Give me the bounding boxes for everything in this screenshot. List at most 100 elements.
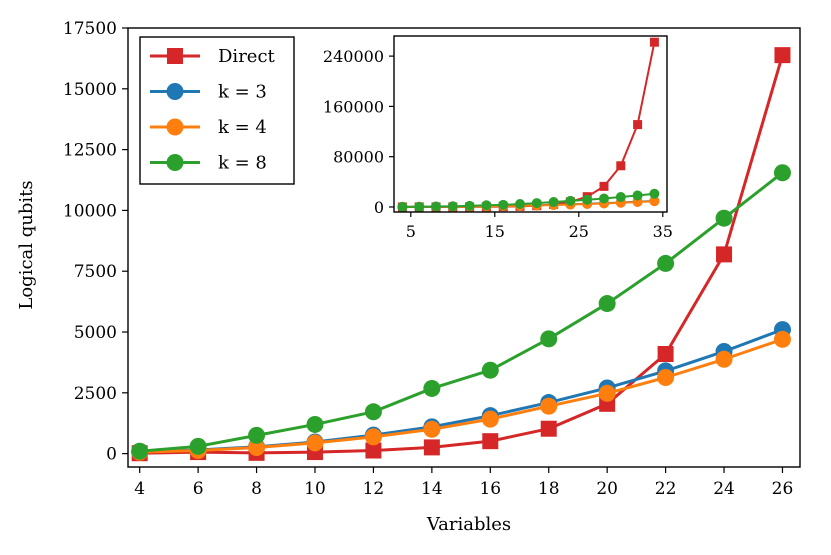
series-2-point-2 — [248, 439, 266, 457]
series-2-point-5 — [423, 420, 441, 438]
series-3-point-4 — [364, 403, 382, 421]
inset-y-tick-label-2: 160000 — [323, 97, 384, 116]
x-tick-label-2: 8 — [251, 479, 262, 499]
series-3-point-3 — [306, 415, 324, 433]
series-0-point-7 — [540, 420, 557, 437]
inset-series-3-point-10 — [565, 195, 576, 206]
plot-frame — [127, 27, 801, 468]
series-line-2 — [139, 337, 783, 454]
inset-series-line-3 — [402, 192, 655, 208]
y-tick-label-5: 12500 — [63, 141, 117, 161]
x-tick-label-3: 10 — [304, 479, 326, 499]
series-line-0 — [139, 54, 784, 455]
inset-series-0-point-15 — [649, 37, 659, 47]
legend-label-1: k = 3 — [218, 82, 267, 103]
inset-x-tick-label-1: 15 — [485, 222, 505, 241]
series-3-point-1 — [189, 437, 207, 455]
inset-chart: 5 15 25 35 0 80000 160000 240000 — [323, 35, 673, 241]
inset-series-3-point-12 — [599, 193, 609, 204]
inset-series-3-point-3 — [447, 201, 458, 212]
series-0-point-6 — [482, 433, 499, 450]
y-tick-label-7: 17500 — [63, 19, 117, 39]
x-tick-label-11: 26 — [772, 479, 794, 499]
inset-series-0-point-12 — [599, 181, 609, 191]
x-tick-label-4: 12 — [363, 479, 385, 499]
inset-series-3-point-7 — [515, 199, 525, 210]
legend: Direct k = 3 k = 4 k = 8 — [139, 36, 295, 185]
legend-marker-3 — [166, 154, 184, 171]
series-0-point-9 — [657, 346, 674, 363]
inset-series-3-point-1 — [414, 201, 425, 212]
series-2-point-8 — [598, 384, 616, 402]
x-tick-label-9: 22 — [655, 479, 677, 499]
inset-series-3-point-6 — [498, 199, 509, 210]
series-2-point-4 — [364, 428, 382, 446]
inset-series-0-point-14 — [633, 120, 643, 130]
series-2-point-6 — [481, 410, 499, 428]
legend-label-0: Direct — [218, 46, 276, 67]
series-0-point-4 — [365, 442, 382, 459]
inset-series-2-point-15 — [649, 196, 660, 207]
series-3-point-0 — [131, 442, 149, 460]
inset-series-3-point-9 — [548, 197, 559, 208]
series-3-point-6 — [481, 361, 499, 379]
inset-x-tick-label-3: 35 — [653, 222, 673, 241]
x-tick-label-6: 16 — [479, 479, 501, 499]
legend-label-3: k = 8 — [218, 153, 267, 174]
y-tick-label-4: 10000 — [63, 201, 117, 221]
y-tick-label-1: 2500 — [74, 384, 117, 404]
series-3-point-2 — [248, 426, 266, 444]
series-0-point-5 — [423, 439, 440, 456]
series-0-point-11 — [774, 47, 791, 64]
series-3-point-11 — [773, 164, 791, 182]
inset-series-3-point-13 — [615, 192, 626, 203]
y-axis-title: Logical qubits — [16, 180, 37, 309]
series-2-point-9 — [657, 368, 675, 386]
y-tick-label-0: 0 — [106, 445, 117, 465]
inset-frame — [393, 35, 668, 213]
inset-y-tick-label-1: 80000 — [333, 148, 384, 167]
inset-series-3-point-5 — [481, 200, 492, 211]
inset-series-3-point-8 — [531, 198, 542, 209]
inset-series-3-point-4 — [464, 200, 475, 211]
series-3-point-5 — [423, 379, 441, 397]
inset-x-tick-label-0: 5 — [406, 222, 416, 241]
series-2-point-3 — [306, 434, 324, 452]
x-tick-label-5: 14 — [421, 479, 443, 499]
inset-x-tick-label-2: 25 — [569, 222, 589, 241]
inset-series-3-point-2 — [431, 201, 441, 212]
inset-series-3-point-0 — [397, 201, 408, 212]
y-tick-label-6: 15000 — [63, 80, 117, 100]
series-0-point-10 — [716, 246, 733, 263]
series-3-point-9 — [657, 254, 675, 272]
legend-marker-2 — [166, 118, 184, 136]
inset-y-tick-label-0: 0 — [374, 198, 384, 217]
x-tick-label-1: 6 — [193, 479, 204, 499]
x-axis-title: Variables — [426, 514, 511, 535]
y-tick-label-2: 5000 — [74, 323, 117, 343]
x-tick-label-8: 20 — [596, 479, 618, 499]
inset-background — [394, 36, 667, 212]
series-line-3 — [139, 171, 784, 453]
y-tick-label-3: 7500 — [74, 262, 117, 282]
series-2-point-7 — [540, 397, 558, 415]
inset-y-tick-label-3: 240000 — [323, 47, 384, 66]
series-3-point-8 — [598, 295, 616, 313]
inset-series-3-point-15 — [649, 188, 660, 199]
inset-series-0-point-13 — [616, 161, 626, 171]
inset-series-3-point-14 — [632, 190, 643, 201]
legend-box — [139, 36, 295, 185]
series-3-point-7 — [540, 330, 558, 348]
x-tick-label-7: 18 — [538, 479, 560, 499]
legend-label-2: k = 4 — [218, 117, 267, 138]
inset-series-3-point-11 — [582, 194, 593, 205]
series-3-point-10 — [715, 209, 733, 227]
legend-marker-0 — [167, 48, 183, 64]
series-2-point-10 — [715, 350, 733, 368]
legend-marker-1 — [166, 83, 184, 100]
x-tick-label-0: 4 — [134, 479, 145, 499]
main-series-layer — [131, 47, 791, 462]
series-2-point-11 — [773, 330, 791, 348]
x-tick-label-10: 24 — [713, 479, 735, 499]
